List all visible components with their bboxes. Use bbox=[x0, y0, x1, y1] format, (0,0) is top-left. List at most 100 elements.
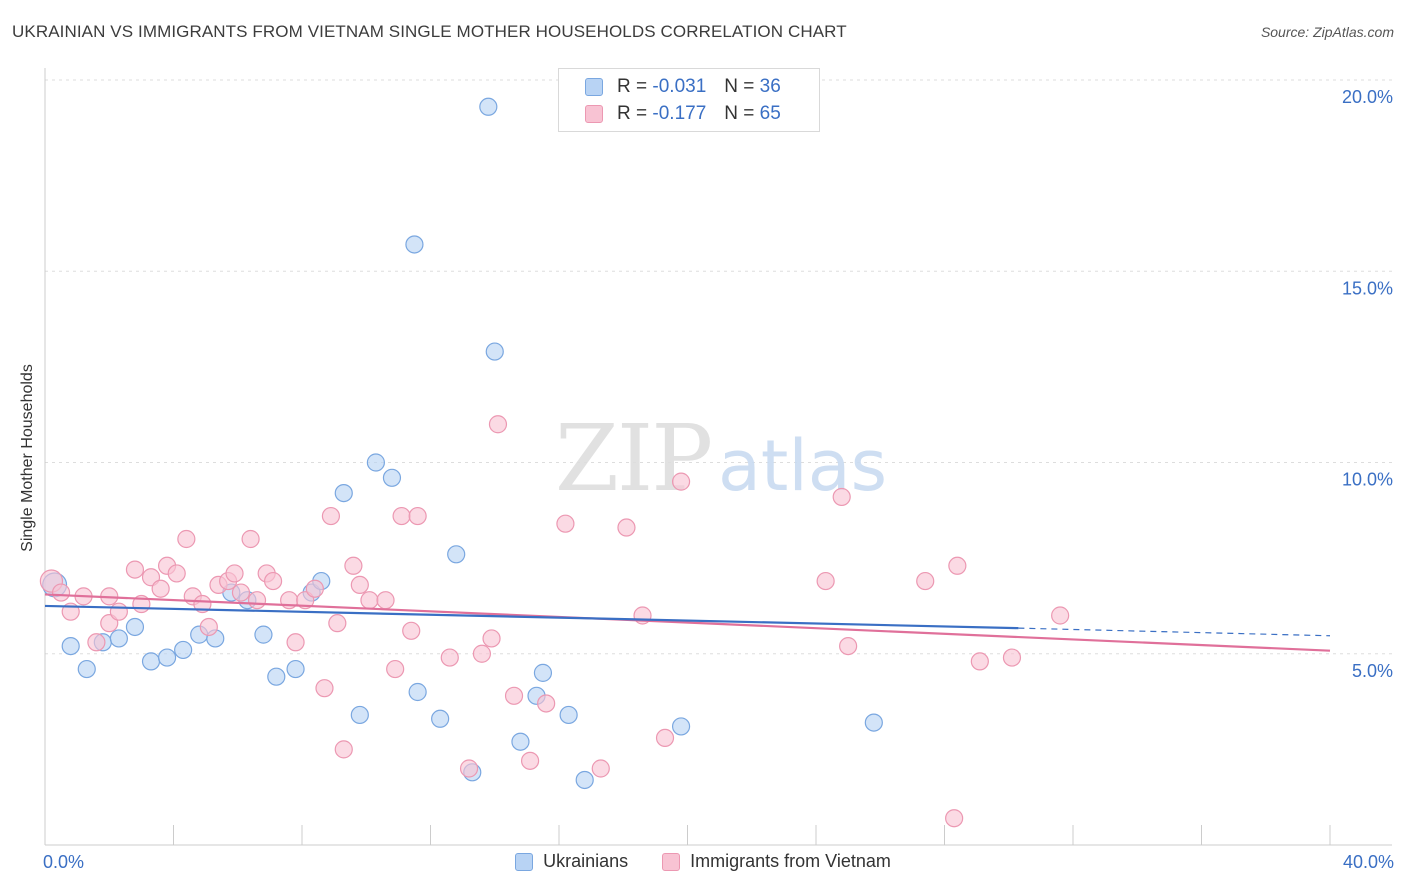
data-point-ukrainian bbox=[125, 617, 145, 637]
source-label: Source: ZipAtlas.com bbox=[1260, 24, 1394, 40]
data-point-vietnam bbox=[151, 579, 170, 598]
data-point-vietnam bbox=[193, 594, 212, 614]
data-point-vietnam bbox=[459, 759, 479, 778]
r-value: -0.031 bbox=[652, 76, 707, 97]
data-point-vietnam bbox=[286, 633, 305, 652]
data-point-vietnam bbox=[916, 571, 935, 591]
r-value: -0.177 bbox=[652, 103, 707, 124]
y-tick-label: 5.0% bbox=[1352, 661, 1393, 681]
legend-swatch-blue bbox=[515, 852, 534, 871]
trend-line-ukrainians bbox=[44, 604, 1019, 630]
data-point-ukrainian bbox=[447, 545, 466, 564]
legend-swatch-blue bbox=[585, 78, 603, 96]
y-tick-label: 15.0% bbox=[1342, 278, 1393, 298]
data-point-ukrainian bbox=[575, 770, 594, 790]
data-point-vietnam bbox=[537, 694, 556, 713]
trend-line-ukrainians-extension bbox=[1018, 627, 1331, 637]
legend-label: Ukrainians bbox=[543, 851, 629, 871]
data-point-ukrainian bbox=[286, 659, 305, 679]
data-point-ukrainian bbox=[109, 629, 128, 648]
data-point-vietnam bbox=[51, 583, 71, 602]
watermark: ZIP atlas bbox=[555, 405, 887, 512]
y-tick-labels: 5.0% 10.0% 15.0% 20.0% bbox=[1342, 87, 1393, 681]
data-point-vietnam bbox=[617, 518, 636, 537]
y-tick-label: 20.0% bbox=[1342, 87, 1393, 107]
data-point-vietnam bbox=[520, 751, 540, 770]
data-point-ukrainian bbox=[559, 705, 578, 725]
data-point-vietnam bbox=[328, 614, 347, 633]
data-point-vietnam bbox=[482, 629, 501, 648]
data-point-ukrainian bbox=[267, 667, 286, 686]
grid-lines bbox=[45, 79, 1392, 655]
legend-row-vietnam: R = -0.177 N = 65 bbox=[585, 101, 781, 127]
data-point-ukrainian bbox=[382, 468, 402, 487]
data-point-vietnam bbox=[970, 652, 989, 671]
data-point-ukrainian bbox=[141, 652, 161, 671]
data-point-vietnam bbox=[376, 591, 395, 610]
data-point-vietnam bbox=[556, 514, 575, 533]
data-point-vietnam bbox=[334, 740, 353, 759]
data-point-ukrainian bbox=[334, 484, 353, 503]
data-point-vietnam bbox=[488, 415, 508, 434]
legend-swatch-pink bbox=[662, 852, 681, 871]
data-point-ukrainian bbox=[479, 97, 498, 116]
data-point-vietnam bbox=[671, 472, 691, 491]
data-point-ukrainian bbox=[366, 453, 385, 472]
data-point-vietnam bbox=[440, 648, 459, 667]
series-legend: Ukrainians Immigrants from Vietnam bbox=[0, 851, 1406, 872]
x-tick-label-min: 0.0% bbox=[43, 852, 85, 872]
data-point-ukrainian bbox=[864, 713, 883, 732]
data-point-vietnam bbox=[177, 529, 196, 549]
data-point-ukrainian bbox=[405, 235, 424, 254]
legend-swatch-pink bbox=[585, 105, 603, 123]
data-point-vietnam bbox=[109, 602, 128, 621]
watermark-atlas: atlas bbox=[718, 425, 887, 507]
data-point-vietnam bbox=[504, 686, 524, 705]
data-point-vietnam bbox=[392, 506, 411, 526]
data-point-vietnam bbox=[948, 556, 967, 575]
data-point-vietnam bbox=[321, 506, 341, 526]
y-tick-label: 10.0% bbox=[1342, 470, 1393, 490]
data-point-vietnam bbox=[816, 571, 835, 591]
r-label: R = bbox=[617, 76, 648, 97]
legend-label: Immigrants from Vietnam bbox=[690, 851, 891, 871]
data-point-ukrainian bbox=[350, 705, 369, 725]
data-point-vietnam bbox=[655, 728, 675, 748]
data-point-ukrainian bbox=[533, 663, 553, 682]
data-point-vietnam bbox=[241, 529, 260, 549]
data-point-vietnam bbox=[199, 617, 218, 637]
data-point-ukrainian bbox=[671, 717, 691, 736]
data-point-ukrainian bbox=[408, 682, 427, 702]
trend-lines bbox=[44, 593, 1331, 652]
legend-row-ukrainians: R = -0.031 N = 36 bbox=[585, 74, 781, 100]
chart-title: UKRAINIAN VS IMMIGRANTS FROM VIETNAM SIN… bbox=[12, 22, 847, 41]
data-point-vietnam bbox=[832, 487, 851, 507]
axes bbox=[44, 68, 1392, 846]
data-point-ukrainian bbox=[485, 342, 504, 361]
r-label: R = bbox=[617, 103, 648, 124]
n-label: N = bbox=[724, 76, 755, 97]
data-point-vietnam bbox=[402, 621, 421, 640]
data-point-vietnam bbox=[386, 659, 405, 679]
data-point-vietnam bbox=[263, 571, 283, 591]
data-point-ukrainian bbox=[431, 709, 450, 728]
watermark-zip: ZIP bbox=[555, 405, 711, 512]
n-label: N = bbox=[724, 103, 755, 124]
data-point-vietnam bbox=[1002, 648, 1022, 667]
x-tick-label-max: 40.0% bbox=[1342, 852, 1394, 872]
data-point-vietnam bbox=[167, 564, 186, 583]
n-value: 65 bbox=[759, 103, 781, 124]
trend-line-vietnam bbox=[44, 593, 1331, 652]
correlation-legend: R = -0.031 N = 36 R = -0.177 N = 65 bbox=[558, 68, 820, 132]
legend-item-vietnam: Immigrants from Vietnam bbox=[662, 851, 891, 872]
data-point-vietnam bbox=[591, 759, 610, 778]
data-point-vietnam bbox=[305, 579, 324, 598]
data-point-vietnam bbox=[472, 644, 491, 663]
data-point-vietnam bbox=[231, 583, 251, 602]
data-point-ukrainian bbox=[174, 640, 193, 660]
data-point-vietnam bbox=[945, 809, 964, 828]
n-value: 36 bbox=[759, 76, 781, 97]
data-point-ukrainian bbox=[254, 625, 273, 644]
legend-item-ukrainians: Ukrainians bbox=[515, 851, 628, 872]
data-point-ukrainian bbox=[77, 659, 96, 679]
